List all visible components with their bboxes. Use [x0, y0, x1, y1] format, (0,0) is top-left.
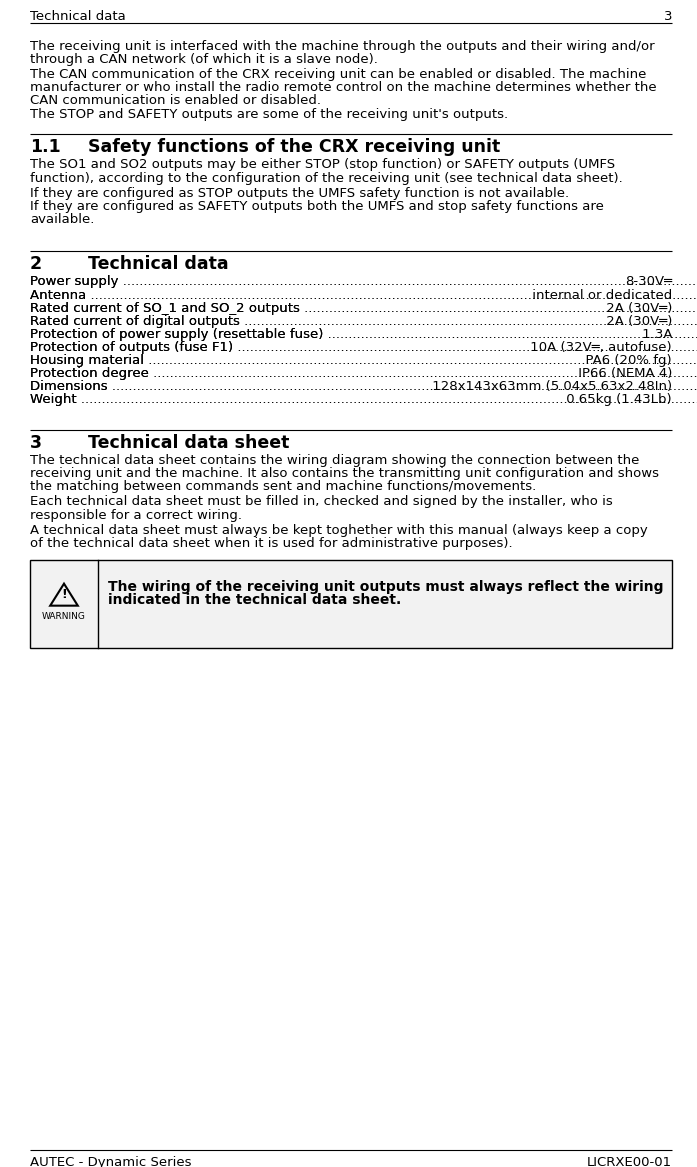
Text: 3: 3: [30, 434, 42, 452]
Text: Dimensions .....................................................................: Dimensions .............................…: [30, 380, 697, 393]
Text: through a CAN network (of which it is a slave node).: through a CAN network (of which it is a …: [30, 54, 378, 67]
Text: available.: available.: [30, 212, 94, 225]
Text: 8-30V═: 8-30V═: [625, 275, 672, 288]
Text: receiving unit and the machine. It also contains the transmitting unit configura: receiving unit and the machine. It also …: [30, 467, 659, 481]
Text: 3: 3: [664, 11, 672, 23]
Text: 1.3A: 1.3A: [638, 328, 672, 341]
Text: The CAN communication of the CRX receiving unit can be enabled or disabled. The : The CAN communication of the CRX receivi…: [30, 68, 646, 82]
Text: Protection degree: Protection degree: [30, 368, 153, 380]
Text: Technical data sheet: Technical data sheet: [88, 434, 289, 452]
Text: Rated current of digital outputs ...............................................: Rated current of digital outputs .......…: [30, 315, 697, 328]
Text: function), according to the configuration of the receiving unit (see technical d: function), according to the configuratio…: [30, 172, 622, 184]
Text: of the technical data sheet when it is used for administrative purposes).: of the technical data sheet when it is u…: [30, 537, 512, 550]
Text: Weight .........................................................................: Weight .................................…: [30, 393, 697, 406]
Text: 2A (30V═): 2A (30V═): [602, 302, 672, 315]
Text: Technical data: Technical data: [30, 11, 125, 23]
Text: Safety functions of the CRX receiving unit: Safety functions of the CRX receiving un…: [88, 139, 500, 156]
Text: CAN communication is enabled or disabled.: CAN communication is enabled or disabled…: [30, 95, 321, 107]
Text: Housing material: Housing material: [30, 354, 148, 368]
Text: Rated current of SO_1 and SO_2 outputs .........................................: Rated current of SO_1 and SO_2 outputs .…: [30, 302, 697, 315]
Text: Protection of outputs (fuse F1) ................................................: Protection of outputs (fuse F1) ........…: [30, 341, 697, 354]
Text: Antenna ........................................................................: Antenna ................................…: [30, 288, 697, 301]
Text: !: !: [61, 588, 67, 601]
Text: LICRXE00-01: LICRXE00-01: [587, 1156, 672, 1167]
Text: Technical data: Technical data: [88, 256, 229, 273]
Text: Protection of power supply (resettable fuse): Protection of power supply (resettable f…: [30, 328, 328, 341]
Text: indicated in the technical data sheet.: indicated in the technical data sheet.: [108, 593, 401, 607]
Text: 10A (32V═, autofuse): 10A (32V═, autofuse): [526, 341, 672, 354]
Text: 0.65kg (1.43Lb): 0.65kg (1.43Lb): [562, 393, 672, 406]
Text: Dimensions: Dimensions: [30, 380, 112, 393]
Text: Rated current of SO_1 and SO_2 outputs: Rated current of SO_1 and SO_2 outputs: [30, 302, 304, 315]
Text: If they are configured as STOP outputs the UMFS safety function is not available: If they are configured as STOP outputs t…: [30, 187, 569, 200]
Text: internal or dedicated: internal or dedicated: [528, 288, 672, 301]
Text: Weight: Weight: [30, 393, 81, 406]
Text: Protection degree ..............................................................: Protection degree ......................…: [30, 368, 697, 380]
Text: Housing material ...............................................................: Housing material .......................…: [30, 354, 697, 368]
Text: 2A (30V═): 2A (30V═): [602, 315, 672, 328]
Text: 128x143x63mm (5.04x5.63x2.48In): 128x143x63mm (5.04x5.63x2.48In): [428, 380, 672, 393]
Text: AUTEC - Dynamic Series: AUTEC - Dynamic Series: [30, 1156, 192, 1167]
Text: Protection of power supply (resettable fuse) ...................................: Protection of power supply (resettable f…: [30, 328, 697, 341]
Text: Each technical data sheet must be filled in, checked and signed by the installer: Each technical data sheet must be filled…: [30, 496, 613, 509]
Text: The SO1 and SO2 outputs may be either STOP (stop function) or SAFETY outputs (UM: The SO1 and SO2 outputs may be either ST…: [30, 159, 615, 172]
Text: A technical data sheet must always be kept toghether with this manual (always ke: A technical data sheet must always be ke…: [30, 524, 648, 537]
Text: 1.1: 1.1: [30, 139, 61, 156]
Text: The receiving unit is interfaced with the machine through the outputs and their : The receiving unit is interfaced with th…: [30, 40, 654, 53]
Text: 2: 2: [30, 256, 42, 273]
Text: manufacturer or who install the radio remote control on the machine determines w: manufacturer or who install the radio re…: [30, 82, 657, 95]
Text: Power supply ...................................................................: Power supply ...........................…: [30, 275, 697, 288]
Text: responsible for a correct wiring.: responsible for a correct wiring.: [30, 509, 242, 522]
Bar: [30, 560, 672, 648]
Text: PA6 (20% fg): PA6 (20% fg): [577, 354, 672, 368]
Text: Protection of outputs (fuse F1): Protection of outputs (fuse F1): [30, 341, 238, 354]
Text: IP66 (NEMA 4): IP66 (NEMA 4): [574, 368, 672, 380]
Text: Rated current of digital outputs: Rated current of digital outputs: [30, 315, 244, 328]
Text: the matching between commands sent and machine functions/movements.: the matching between commands sent and m…: [30, 481, 536, 494]
Text: WARNING: WARNING: [42, 612, 86, 621]
Text: If they are configured as SAFETY outputs both the UMFS and stop safety functions: If they are configured as SAFETY outputs…: [30, 200, 604, 212]
Text: The STOP and SAFETY outputs are some of the receiving unit's outputs.: The STOP and SAFETY outputs are some of …: [30, 107, 508, 120]
Text: The technical data sheet contains the wiring diagram showing the connection betw: The technical data sheet contains the wi…: [30, 454, 639, 467]
Text: The wiring of the receiving unit outputs must always reflect the wiring: The wiring of the receiving unit outputs…: [108, 580, 664, 594]
Text: Antenna: Antenna: [30, 288, 91, 301]
Text: Power supply: Power supply: [30, 275, 123, 288]
